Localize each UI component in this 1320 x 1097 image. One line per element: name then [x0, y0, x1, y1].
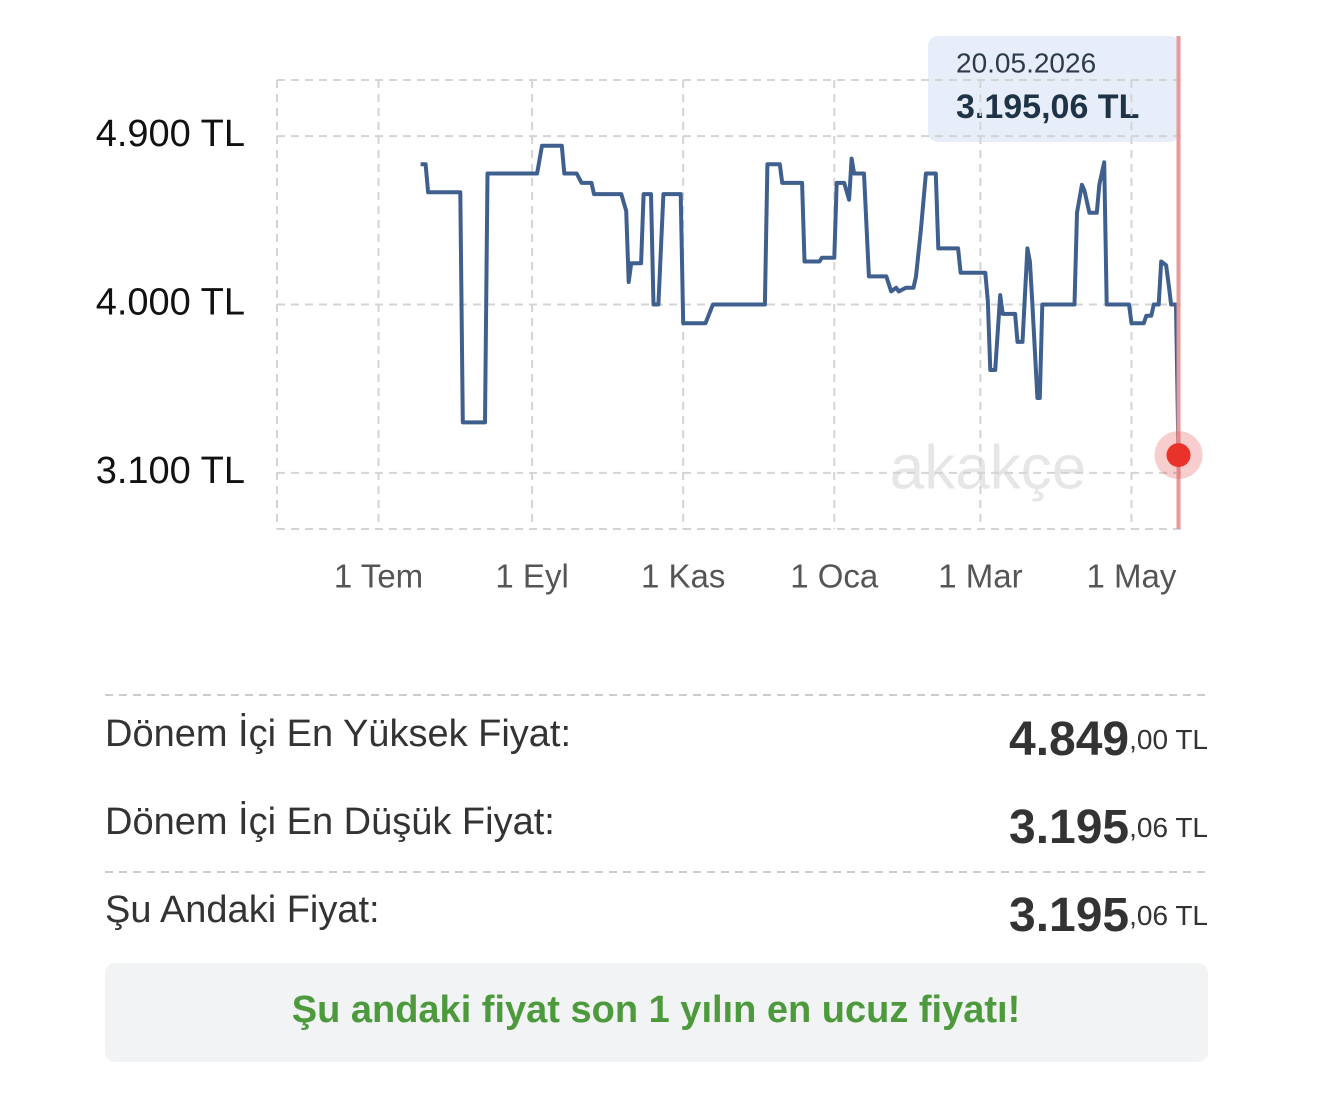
stat-value-fraction: ,06 TL — [1129, 812, 1208, 843]
price-line — [420, 143, 1181, 456]
x-tick-label: 1 Kas — [641, 558, 725, 595]
tooltip-box — [928, 36, 1180, 142]
x-tick-label: 1 Mar — [938, 558, 1022, 595]
stat-label: Dönem İçi En Düşük Fiyat: — [105, 800, 555, 843]
stat-value-main: 4.849 — [1009, 713, 1129, 766]
watermark: akakçe — [890, 433, 1086, 502]
tooltip-price: 3.195,06 TL — [956, 88, 1139, 126]
x-tick-label: 1 Eyl — [495, 558, 568, 595]
y-tick-label: 3.100 TL — [96, 450, 245, 492]
stat-value-fraction: ,06 TL — [1129, 900, 1208, 931]
banner-text: Şu andaki fiyat son 1 yılın en ucuz fiya… — [292, 989, 1021, 1031]
stat-label: Dönem İçi En Yüksek Fiyat: — [105, 712, 571, 755]
x-tick-label: 1 Tem — [334, 558, 423, 595]
current-point — [1166, 443, 1191, 468]
y-tick-label: 4.000 TL — [96, 282, 245, 324]
stat-label: Şu Andaki Fiyat: — [105, 889, 380, 931]
stat-value-fraction: ,00 TL — [1129, 724, 1208, 755]
stat-value-main: 3.195 — [1009, 889, 1129, 942]
tooltip-date: 20.05.2026 — [956, 47, 1096, 78]
stat-value: 4.849,00 TL — [1009, 713, 1208, 766]
x-tick-label: 1 May — [1087, 558, 1177, 595]
stat-value: 3.195,06 TL — [1009, 889, 1208, 942]
stat-value: 3.195,06 TL — [1009, 801, 1208, 854]
y-tick-label: 4.900 TL — [96, 113, 245, 155]
banner-box — [105, 963, 1208, 1062]
stat-value-main: 3.195 — [1009, 801, 1129, 854]
x-tick-label: 1 Oca — [790, 558, 879, 595]
